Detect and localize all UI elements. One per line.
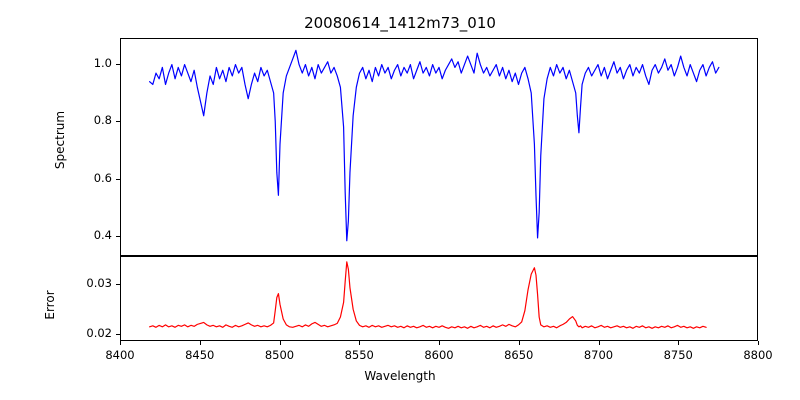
- x-tick-mark: [519, 341, 520, 345]
- y-spectrum-tick-mark: [116, 64, 120, 65]
- spectrum-plot-panel: [120, 38, 758, 256]
- error-data-line: [149, 261, 707, 329]
- x-tick-label: 8800: [743, 348, 773, 362]
- y-error-tick-mark: [116, 334, 120, 335]
- x-tick-mark: [439, 341, 440, 345]
- y-error-tick-label: 0.02: [86, 325, 112, 340]
- x-tick-label: 8400: [105, 348, 135, 362]
- y-error-tick-label: 0.03: [86, 275, 112, 290]
- x-tick-label: 8750: [663, 348, 693, 362]
- x-axis-label: Wavelength: [364, 369, 436, 383]
- x-tick-mark: [678, 341, 679, 345]
- x-tick-mark: [758, 341, 759, 345]
- x-tick-label: 8450: [185, 348, 215, 362]
- x-tick-mark: [200, 341, 201, 345]
- x-tick-mark: [359, 341, 360, 345]
- spectrum-data-line: [149, 49, 720, 242]
- spectrum-line-svg: [149, 49, 720, 242]
- chart-title: 20080614_1412m73_010: [304, 14, 496, 32]
- x-tick-mark: [120, 341, 121, 345]
- error-line-svg: [149, 261, 707, 329]
- y-spectrum-tick-label: 1.0: [93, 55, 112, 70]
- y-axis-label-spectrum: Spectrum: [53, 110, 67, 170]
- y-spectrum-tick-mark: [116, 121, 120, 122]
- y-spectrum-tick-label: 0.6: [93, 170, 112, 185]
- y-spectrum-tick-label: 0.4: [93, 227, 112, 242]
- error-plot-panel: [120, 256, 758, 341]
- x-tick-label: 8650: [504, 348, 534, 362]
- y-spectrum-tick-mark: [116, 179, 120, 180]
- x-tick-label: 8700: [583, 348, 614, 362]
- x-tick-label: 8500: [264, 348, 295, 362]
- x-tick-mark: [599, 341, 600, 345]
- y-axis-label-error: Error: [43, 290, 57, 320]
- y-spectrum-tick-label: 0.8: [93, 113, 112, 128]
- y-error-tick-mark: [116, 284, 120, 285]
- x-tick-label: 8600: [424, 348, 454, 362]
- x-tick-mark: [280, 341, 281, 345]
- y-spectrum-tick-mark: [116, 236, 120, 237]
- x-tick-label: 8550: [344, 348, 374, 362]
